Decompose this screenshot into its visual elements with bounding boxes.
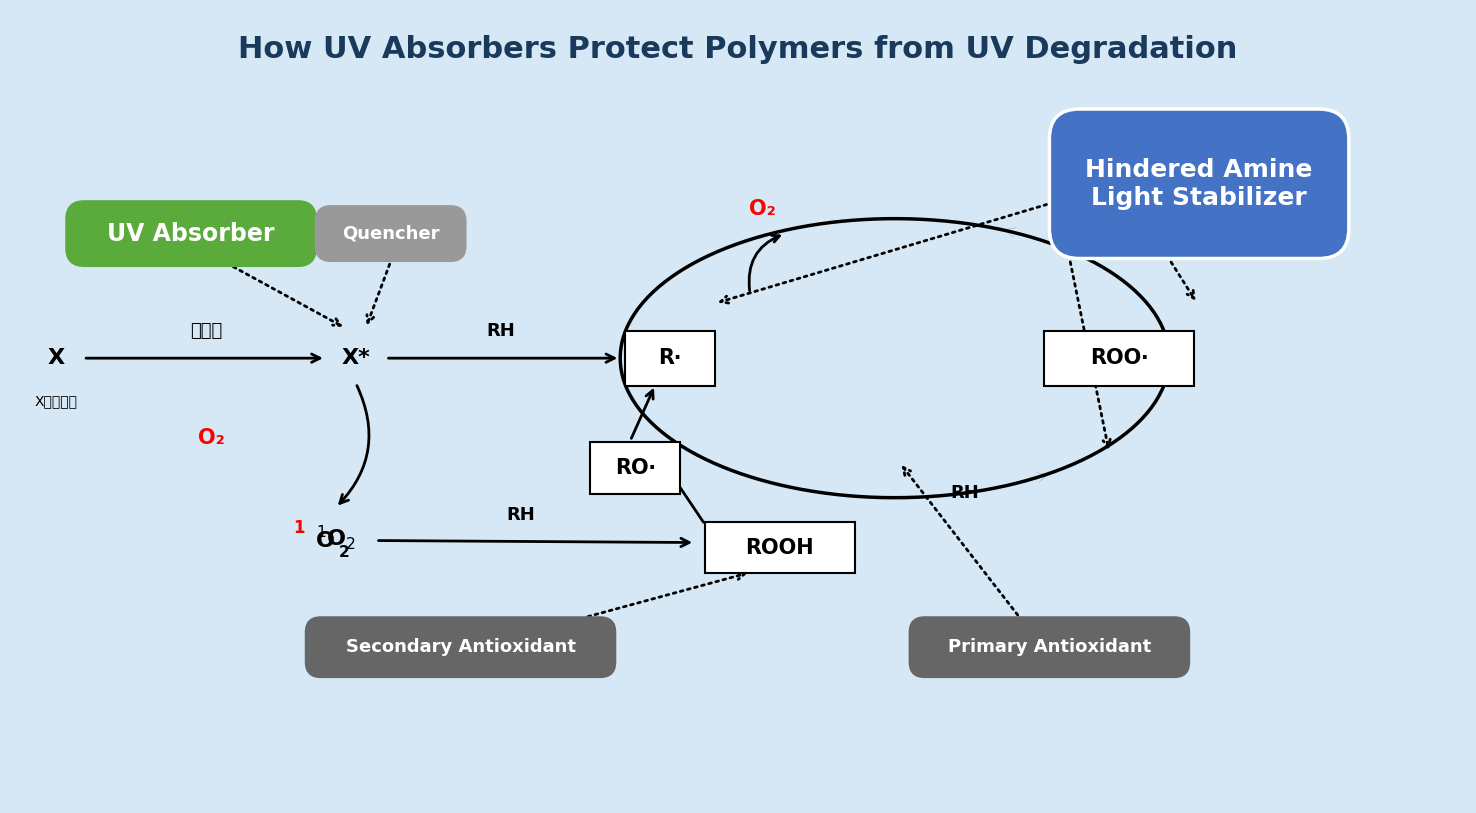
Text: Hindered Amine
Light Stabilizer: Hindered Amine Light Stabilizer — [1085, 158, 1312, 210]
FancyBboxPatch shape — [706, 522, 855, 573]
Text: R‧: R‧ — [658, 348, 682, 368]
Text: RH: RH — [951, 484, 979, 502]
FancyBboxPatch shape — [1045, 331, 1194, 385]
FancyBboxPatch shape — [306, 617, 615, 677]
Text: O₂: O₂ — [748, 198, 775, 219]
Text: How UV Absorbers Protect Polymers from UV Degradation: How UV Absorbers Protect Polymers from U… — [238, 35, 1238, 63]
Text: UV Absorber: UV Absorber — [108, 222, 275, 246]
Text: Primary Antioxidant: Primary Antioxidant — [948, 638, 1151, 656]
Text: Secondary Antioxidant: Secondary Antioxidant — [345, 638, 576, 656]
Text: O: O — [316, 531, 335, 550]
Text: O₂: O₂ — [198, 428, 224, 448]
FancyBboxPatch shape — [909, 617, 1190, 677]
Text: Quencher: Quencher — [342, 224, 440, 242]
Text: 1: 1 — [294, 519, 304, 537]
Text: ROO‧: ROO‧ — [1091, 348, 1148, 368]
FancyBboxPatch shape — [316, 207, 465, 261]
Text: X為發色團: X為發色團 — [35, 394, 78, 408]
Text: 2: 2 — [338, 545, 350, 560]
FancyBboxPatch shape — [1049, 109, 1349, 259]
FancyBboxPatch shape — [590, 442, 680, 493]
FancyBboxPatch shape — [626, 331, 714, 385]
Text: X*: X* — [341, 348, 370, 368]
Text: 紫外線: 紫外線 — [190, 322, 221, 341]
Text: RH: RH — [506, 506, 534, 524]
Text: $^1$O$_2$: $^1$O$_2$ — [316, 523, 356, 552]
Text: RO‧: RO‧ — [615, 458, 655, 478]
Text: ROOH: ROOH — [745, 537, 815, 558]
Text: X: X — [47, 348, 65, 368]
FancyBboxPatch shape — [66, 201, 316, 266]
Text: RH: RH — [486, 322, 515, 341]
